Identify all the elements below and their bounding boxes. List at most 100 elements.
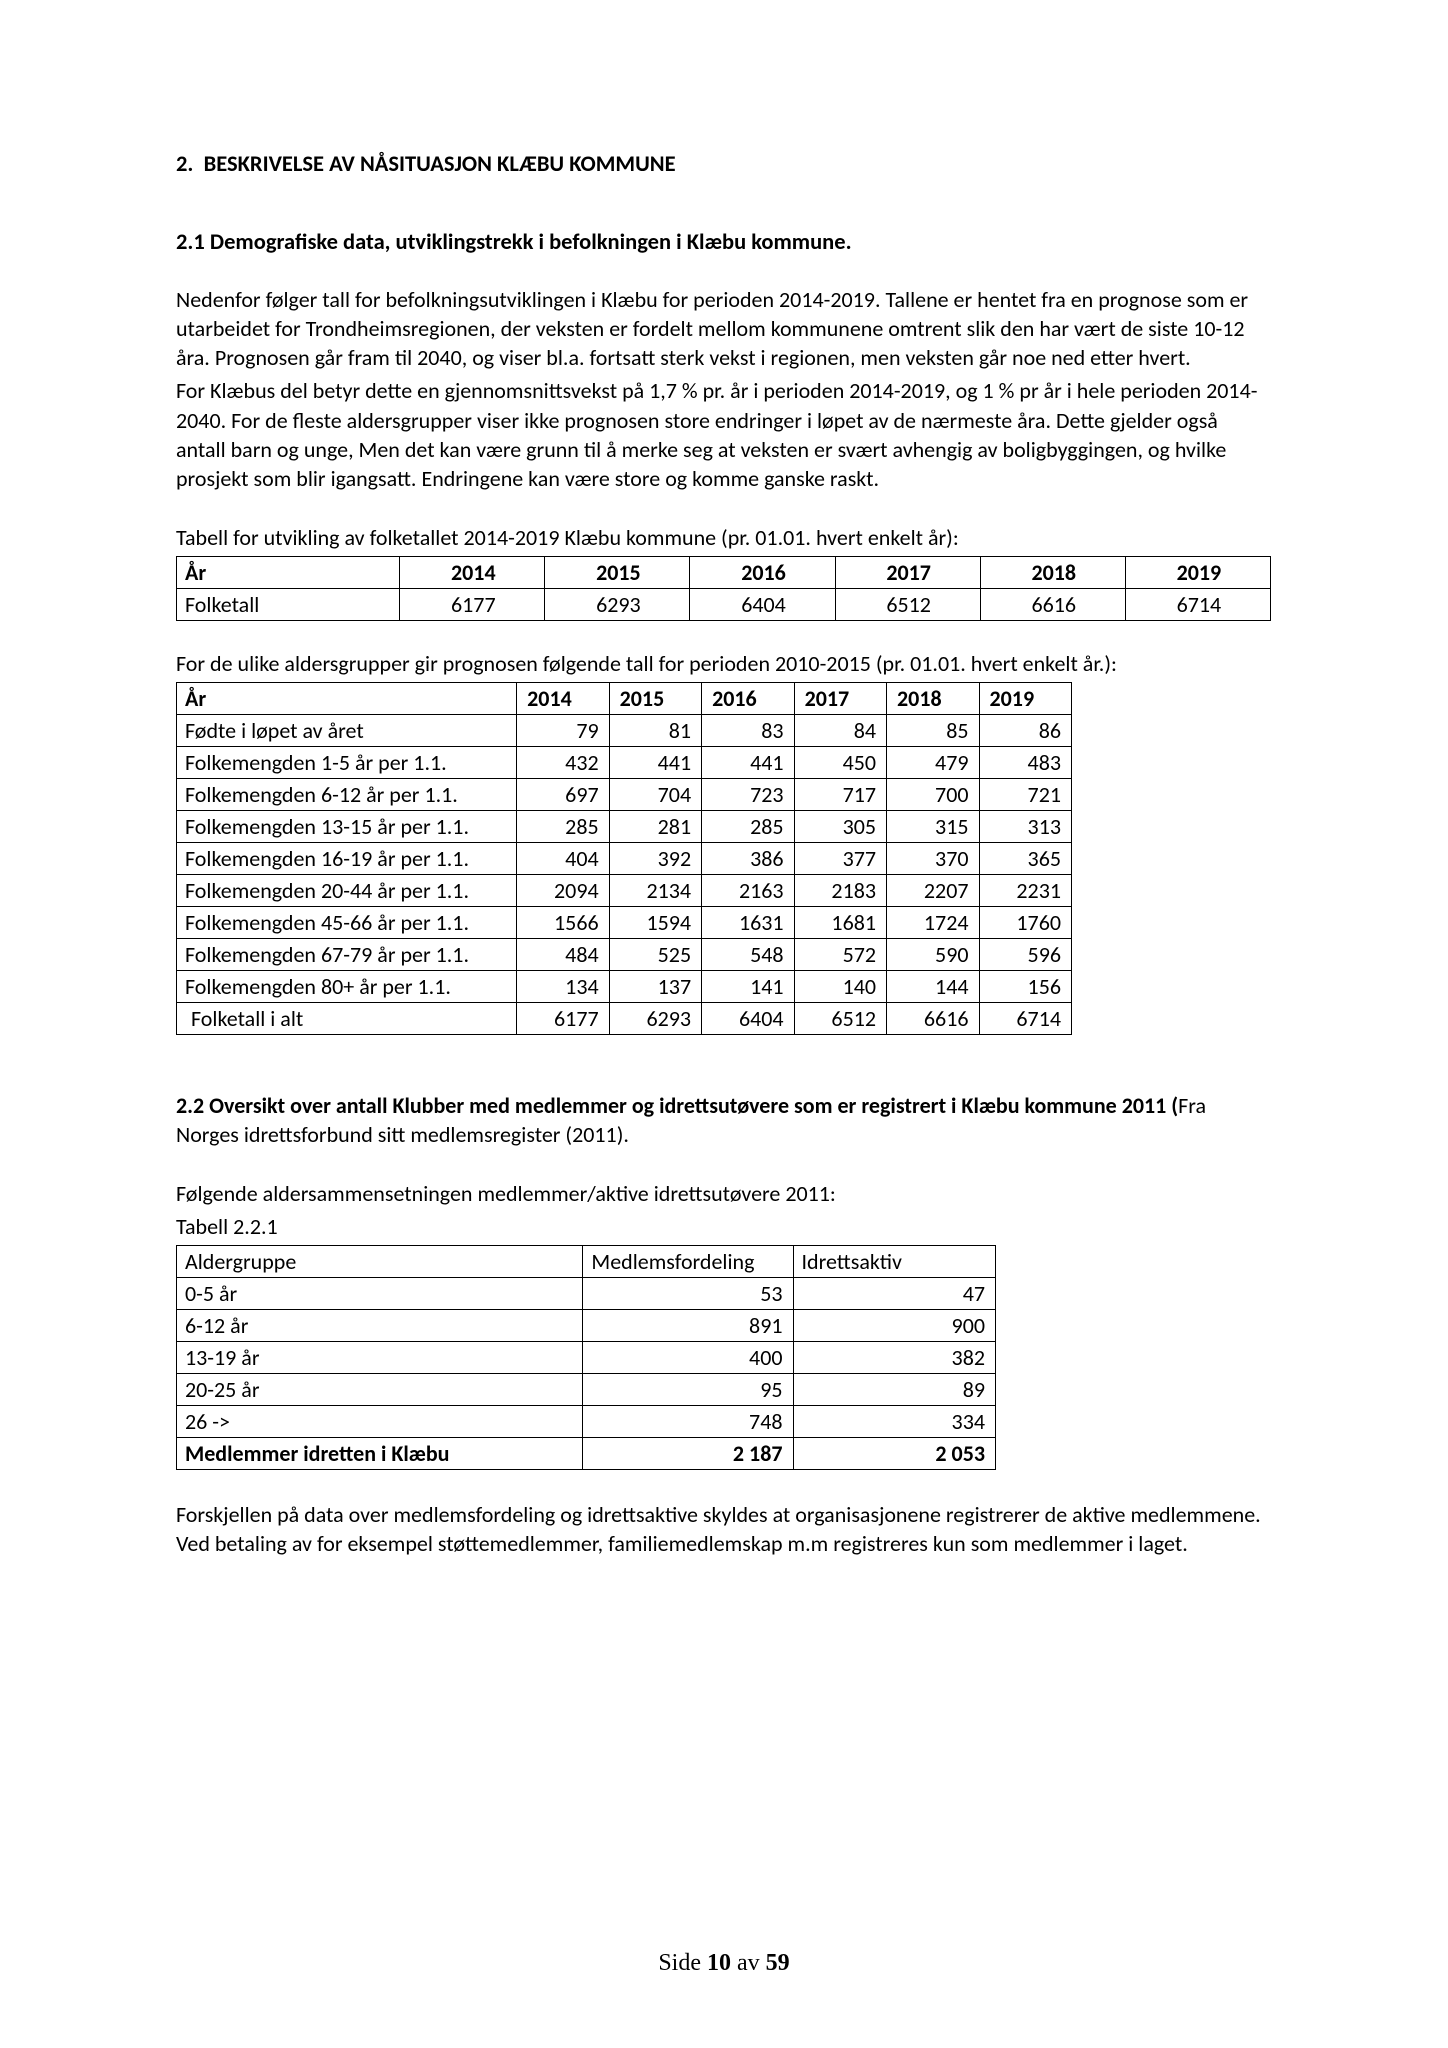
row-label: Folkemengden 45-66 år per 1.1. xyxy=(177,906,517,938)
cell: 404 xyxy=(517,842,609,874)
table-row-total: Medlemmer idretten i Klæbu 2 187 2 053 xyxy=(177,1438,996,1470)
cell: 2183 xyxy=(794,874,886,906)
table-2-caption: For de ulike aldersgrupper gir prognosen… xyxy=(176,649,1272,678)
table-row: 20-25 år9589 xyxy=(177,1374,996,1406)
row-label: Folkemengden 67-79 år per 1.1. xyxy=(177,938,517,970)
row-label: 6-12 år xyxy=(177,1310,583,1342)
row-label: Folkemengden 16-19 år per 1.1. xyxy=(177,842,517,874)
row-label: 13-19 år xyxy=(177,1342,583,1374)
footnote-paragraph: Forskjellen på data over medlemsfordelin… xyxy=(176,1500,1272,1558)
cell: 6404 xyxy=(690,588,835,620)
cell: 6616 xyxy=(887,1003,979,1035)
cell: 85 xyxy=(887,714,979,746)
col-header: År xyxy=(177,682,517,714)
cell: 144 xyxy=(887,971,979,1003)
cell: 84 xyxy=(794,714,886,746)
cell: 305 xyxy=(794,810,886,842)
cell: 6177 xyxy=(517,1003,609,1035)
row-label: 20-25 år xyxy=(177,1374,583,1406)
cell: 285 xyxy=(702,810,794,842)
table-members: Aldergruppe Medlemsfordeling Idrettsakti… xyxy=(176,1245,996,1470)
table-row: Folkemengden 20-44 år per 1.1.2094213421… xyxy=(177,874,1072,906)
col-header: 2014 xyxy=(517,682,609,714)
cell: 704 xyxy=(609,778,701,810)
row-label: Folkemengden 13-15 år per 1.1. xyxy=(177,810,517,842)
cell: 365 xyxy=(979,842,1072,874)
cell: 2163 xyxy=(702,874,794,906)
cell: 572 xyxy=(794,938,886,970)
table-row: 26 ->748334 xyxy=(177,1406,996,1438)
table-row-total: Folketall i alt 6177 6293 6404 6512 6616… xyxy=(177,1003,1072,1035)
cell: 6512 xyxy=(835,588,980,620)
cell: 140 xyxy=(794,971,886,1003)
table-1-caption: Tabell for utvikling av folketallet 2014… xyxy=(176,523,1272,552)
cell: 891 xyxy=(583,1310,793,1342)
table-row: Folkemengden 67-79 år per 1.1.4845255485… xyxy=(177,938,1072,970)
cell: 1681 xyxy=(794,906,886,938)
row-label: Folkemengden 6-12 år per 1.1. xyxy=(177,778,517,810)
cell: 2207 xyxy=(887,874,979,906)
cell: 6512 xyxy=(794,1003,886,1035)
cell: 6714 xyxy=(979,1003,1072,1035)
body-paragraph: For Klæbus del betyr dette en gjennomsni… xyxy=(176,376,1272,492)
cell: 721 xyxy=(979,778,1072,810)
table-row: Folkemengden 45-66 år per 1.1.1566159416… xyxy=(177,906,1072,938)
cell: 590 xyxy=(887,938,979,970)
cell: 723 xyxy=(702,778,794,810)
cell: 748 xyxy=(583,1406,793,1438)
col-header: 2017 xyxy=(835,556,980,588)
cell: 334 xyxy=(793,1406,996,1438)
table-row: 0-5 år5347 xyxy=(177,1278,996,1310)
subsection-2-2-heading: 2.2 Oversikt over antall Klubber med med… xyxy=(176,1091,1272,1149)
footer-prefix: Side xyxy=(658,1950,707,1976)
table-age-groups: År 2014 2015 2016 2017 2018 2019 Fødte i… xyxy=(176,682,1072,1035)
cell: 2231 xyxy=(979,874,1072,906)
table-row: Folkemengden 1-5 år per 1.1.432441441450… xyxy=(177,746,1072,778)
table-row: Folkemengden 6-12 år per 1.1.69770472371… xyxy=(177,778,1072,810)
footer-total: 59 xyxy=(766,1950,790,1976)
col-header: Idrettsaktiv xyxy=(793,1246,996,1278)
cell: 2134 xyxy=(609,874,701,906)
cell: 1594 xyxy=(609,906,701,938)
cell: 2094 xyxy=(517,874,609,906)
table-row: Folketall 6177 6293 6404 6512 6616 6714 xyxy=(177,588,1271,620)
cell: 285 xyxy=(517,810,609,842)
col-header: År xyxy=(177,556,400,588)
table-row: År 2014 2015 2016 2017 2018 2019 xyxy=(177,556,1271,588)
document-page: 2. BESKRIVELSE AV NÅSITUASJON KLÆBU KOMM… xyxy=(0,0,1448,2048)
row-label: 26 -> xyxy=(177,1406,583,1438)
table-population: År 2014 2015 2016 2017 2018 2019 Folketa… xyxy=(176,556,1271,621)
cell: 6177 xyxy=(400,588,545,620)
footer-mid: av xyxy=(731,1950,766,1976)
table-3-caption: Tabell 2.2.1 xyxy=(176,1212,1272,1241)
cell: 1631 xyxy=(702,906,794,938)
cell: 6293 xyxy=(545,588,690,620)
cell: 134 xyxy=(517,971,609,1003)
cell: 697 xyxy=(517,778,609,810)
cell: 6714 xyxy=(1125,588,1270,620)
cell: 137 xyxy=(609,971,701,1003)
cell: 441 xyxy=(609,746,701,778)
cell: 370 xyxy=(887,842,979,874)
section-title: BESKRIVELSE AV NÅSITUASJON KLÆBU KOMMUNE xyxy=(204,151,676,178)
cell: 392 xyxy=(609,842,701,874)
col-header: 2015 xyxy=(609,682,701,714)
cell: 484 xyxy=(517,938,609,970)
table-row: Folkemengden 13-15 år per 1.1.2852812853… xyxy=(177,810,1072,842)
col-header: 2019 xyxy=(1125,556,1270,588)
row-label: Folketall i alt xyxy=(177,1003,517,1035)
cell: 81 xyxy=(609,714,701,746)
paragraph-block: Nedenfor følger tall for befolkningsutvi… xyxy=(176,285,1272,492)
table-row: Folkemengden 16-19 år per 1.1.4043923863… xyxy=(177,842,1072,874)
cell: 1724 xyxy=(887,906,979,938)
cell: 479 xyxy=(887,746,979,778)
col-header: 2018 xyxy=(980,556,1125,588)
cell: 483 xyxy=(979,746,1072,778)
row-label: Folkemengden 20-44 år per 1.1. xyxy=(177,874,517,906)
cell: 156 xyxy=(979,971,1072,1003)
cell: 377 xyxy=(794,842,886,874)
cell: 1566 xyxy=(517,906,609,938)
cell: 95 xyxy=(583,1374,793,1406)
table-row: 13-19 år400382 xyxy=(177,1342,996,1374)
cell: 86 xyxy=(979,714,1072,746)
